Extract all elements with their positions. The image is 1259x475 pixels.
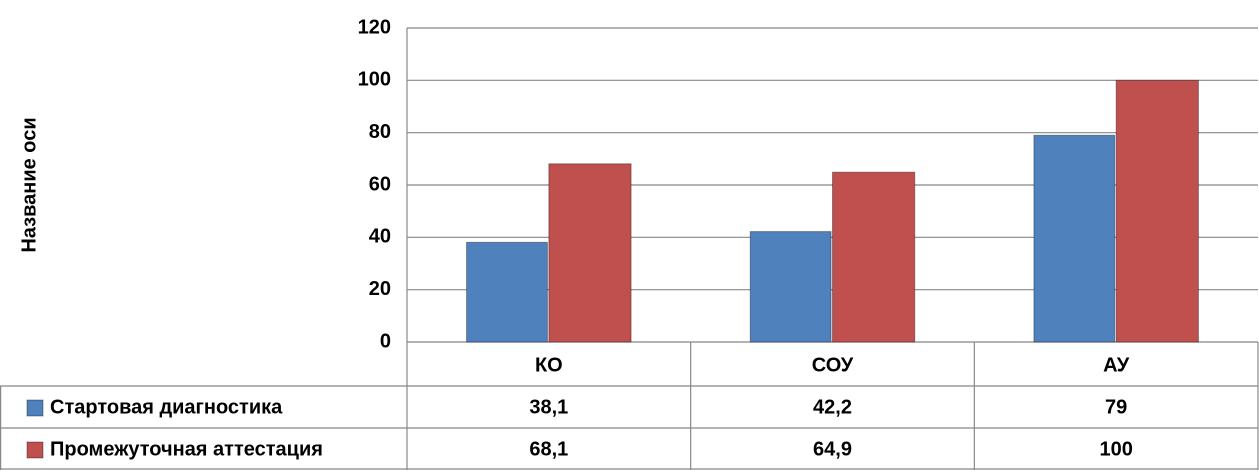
y-tick-label: 0	[380, 330, 391, 352]
legend-label: Промежуточная аттестация	[50, 438, 323, 460]
table-value: 64,9	[813, 438, 852, 460]
bar	[749, 231, 832, 343]
y-tick-label: 80	[369, 121, 391, 143]
table-value: 79	[1105, 396, 1127, 418]
category-label: КО	[535, 354, 563, 376]
bar	[548, 163, 632, 343]
y-tick-label: 20	[369, 278, 391, 300]
y-axis-title: Название оси	[18, 117, 40, 252]
legend-swatch	[26, 441, 44, 459]
y-tick-label: 120	[358, 16, 391, 38]
legend-swatch	[26, 399, 44, 417]
y-tick-label: 100	[358, 69, 391, 91]
category-label: СОУ	[812, 354, 854, 376]
table-value: 68,1	[529, 438, 568, 460]
bar	[466, 241, 548, 343]
table-value: 100	[1099, 438, 1132, 460]
y-tick-label: 40	[369, 226, 391, 248]
legend-label: Стартовая диагностика	[50, 396, 283, 418]
bar	[1115, 79, 1199, 343]
category-label: АУ	[1103, 354, 1130, 376]
bar	[832, 171, 916, 343]
y-tick-label: 60	[369, 173, 391, 195]
table-value: 38,1	[529, 396, 568, 418]
table-value: 42,2	[813, 396, 852, 418]
bar	[1033, 134, 1116, 343]
